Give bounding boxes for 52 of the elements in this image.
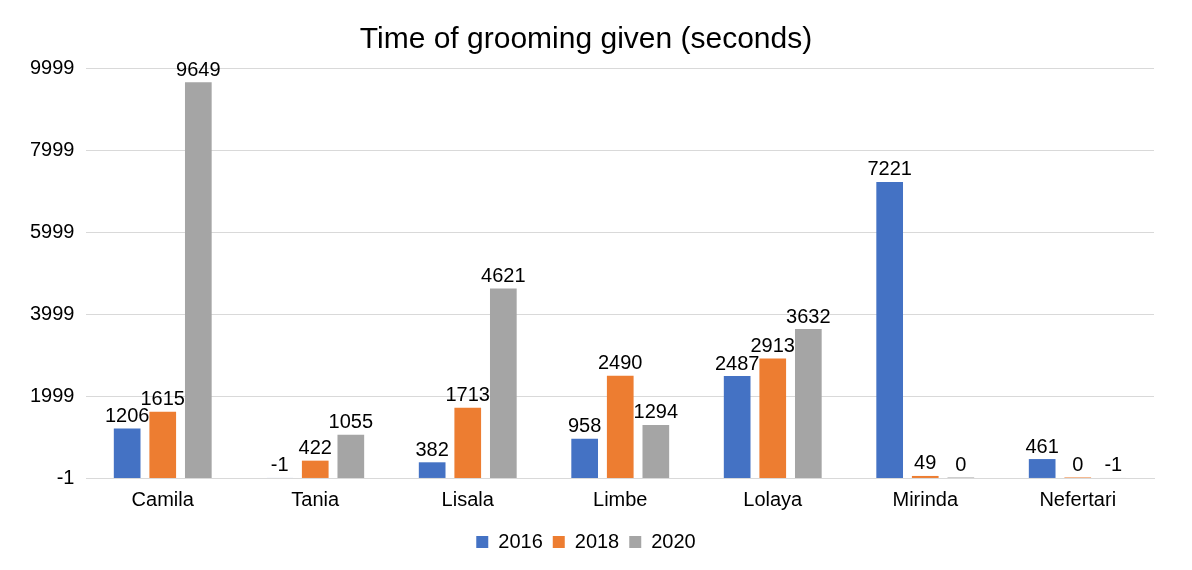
data-label: 49 bbox=[914, 451, 937, 474]
data-label: 422 bbox=[298, 436, 332, 459]
data-label: 4621 bbox=[481, 264, 526, 287]
data-label: -1 bbox=[1104, 453, 1123, 476]
bar bbox=[113, 428, 141, 478]
data-label: 1206 bbox=[104, 404, 150, 427]
y-tick-label: 1999 bbox=[29, 383, 75, 406]
bar bbox=[454, 407, 482, 478]
data-label: 1055 bbox=[328, 410, 374, 433]
data-label: 461 bbox=[1025, 434, 1059, 457]
bar bbox=[876, 181, 904, 478]
y-tick-label: -1 bbox=[56, 465, 75, 488]
x-tick-label: Limbe bbox=[593, 487, 648, 510]
x-tick-label: Mirinda bbox=[892, 487, 959, 510]
y-tick-label: 5999 bbox=[29, 219, 75, 242]
bar bbox=[723, 375, 751, 478]
x-tick-label: Lisala bbox=[441, 487, 495, 510]
legend-label: 2020 bbox=[651, 529, 696, 552]
data-label: 0 bbox=[955, 452, 967, 475]
legend-label: 2018 bbox=[574, 529, 620, 552]
bar bbox=[571, 438, 599, 478]
data-label: 3632 bbox=[786, 304, 831, 327]
bar bbox=[794, 329, 822, 478]
bar bbox=[149, 411, 177, 478]
y-tick-label: 3999 bbox=[29, 301, 75, 324]
data-label: 1294 bbox=[633, 400, 679, 423]
bar bbox=[184, 82, 212, 478]
legend-label: 2016 bbox=[498, 529, 543, 552]
data-label: 2490 bbox=[598, 351, 643, 374]
data-label: 382 bbox=[415, 437, 449, 460]
bar bbox=[642, 424, 670, 478]
bar bbox=[301, 460, 329, 478]
data-label: 958 bbox=[567, 414, 602, 437]
x-tick-label: Nefertari bbox=[1039, 487, 1117, 510]
bar bbox=[759, 358, 787, 478]
data-label: 0 bbox=[1072, 452, 1084, 475]
x-tick-label: Tania bbox=[291, 487, 341, 510]
bar bbox=[337, 434, 365, 478]
bar bbox=[418, 462, 446, 478]
data-label: 9649 bbox=[176, 57, 221, 80]
x-tick-label: Camila bbox=[131, 487, 195, 510]
y-tick-label: 7999 bbox=[29, 137, 75, 160]
bar bbox=[911, 475, 939, 478]
x-tick-label: Lolaya bbox=[743, 487, 804, 510]
chart-title: Time of grooming given (seconds) bbox=[359, 21, 813, 55]
data-label: -1 bbox=[270, 453, 289, 476]
bar bbox=[1028, 459, 1056, 478]
bar bbox=[606, 375, 634, 478]
bar bbox=[489, 288, 517, 478]
data-label: 1713 bbox=[445, 383, 490, 406]
y-tick-label: 9999 bbox=[29, 55, 75, 78]
data-label: 7221 bbox=[867, 157, 912, 180]
